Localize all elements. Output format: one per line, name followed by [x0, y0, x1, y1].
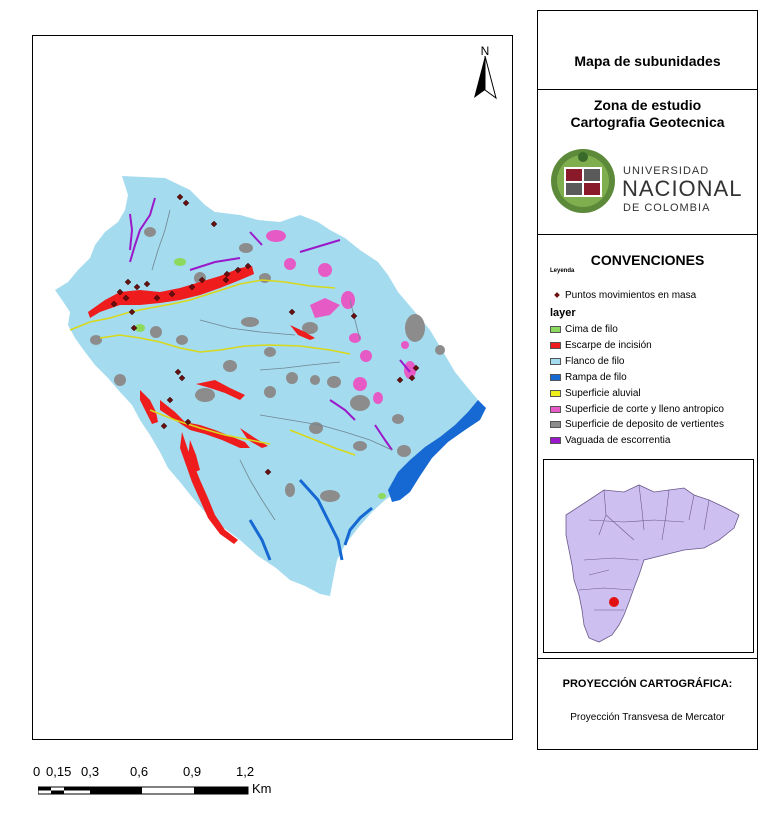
superficie-corte-areas [266, 230, 416, 404]
university-logo: UNIVERSIDAD NACIONAL DE COLOMBIA [550, 143, 750, 219]
conventions-title: CONVENCIONES [590, 252, 705, 268]
legend-swatch [550, 358, 561, 365]
legend-label: Flanco de filo [565, 356, 625, 367]
legend-swatch [550, 390, 561, 397]
legend-label: Superficie de corte y lleno antropico [565, 404, 724, 415]
drainage-lines [151, 209, 393, 521]
legend-small-label: Leyenda [550, 268, 575, 274]
rampa-de-filo-stream [248, 478, 373, 561]
legend-label: Cima de filo [565, 324, 618, 335]
info-panel [537, 10, 758, 750]
panel-divider [537, 234, 758, 235]
projection-text: Proyección Transvesa de Mercator [570, 712, 725, 723]
study-zone-line2: Cartografia Geotecnica [570, 114, 725, 130]
superficie-deposito-areas [90, 227, 445, 502]
vaguada-escorrentia-lines [129, 197, 411, 451]
study-zone-line1: Zona de estudio [593, 97, 702, 113]
scale-unit: Km [252, 781, 272, 796]
university-name-top: UNIVERSIDAD [623, 165, 710, 177]
scale-label: 1,2 [236, 764, 255, 779]
legend-label: Vaguada de escorrentia [565, 435, 671, 446]
scale-bar-graphic [38, 786, 249, 795]
university-name-main: NACIONAL [622, 176, 743, 201]
north-label: N [480, 44, 490, 58]
scale-label: 0,15 [46, 764, 72, 779]
cima-de-filo-areas [135, 258, 386, 499]
point-marker-icon [554, 292, 560, 298]
legend-label: Superficie aluvial [565, 388, 641, 399]
layer-header: layer [550, 307, 576, 319]
study-area-marker [609, 597, 619, 607]
legend-swatch [550, 326, 561, 333]
puntos-movimientos-en-masa[interactable] [110, 193, 420, 476]
map-frame [32, 35, 513, 740]
flanco-de-filo-area [55, 176, 482, 596]
legend-label: Superficie de deposito de vertientes [565, 419, 724, 430]
legend-points-label: Puntos movimientos en masa [565, 290, 697, 301]
legend-swatch [550, 437, 561, 444]
legend-swatch [550, 421, 561, 428]
legend-label: Rampa de filo [565, 372, 627, 383]
north-arrow: N [470, 44, 500, 100]
legend-label: Escarpe de incisión [565, 340, 652, 351]
scale-label: 0,3 [81, 764, 100, 779]
scale-label: 0 [33, 764, 41, 779]
university-seal-icon [551, 149, 615, 213]
legend-swatch [550, 374, 561, 381]
locator-inset-map[interactable] [543, 459, 754, 653]
superficie-aluvial-lines [69, 279, 356, 456]
north-arrow-icon [474, 56, 497, 100]
rampa-de-filo-area [388, 400, 486, 502]
legend-swatch [550, 406, 561, 413]
scale-bar: 0 0,15 0,3 0,6 0,9 1,2 Km [30, 764, 290, 804]
locator-region-map [565, 484, 740, 643]
study-area-map[interactable] [33, 36, 512, 739]
university-name-bottom: DE COLOMBIA [623, 202, 711, 214]
map-title: Mapa de subunidades [574, 53, 721, 69]
scale-label: 0,6 [130, 764, 149, 779]
legend-swatch [550, 342, 561, 349]
study-zone-title: Zona de estudio Cartografia Geotecnica [537, 97, 758, 131]
panel-divider [537, 658, 758, 659]
projection-title: PROYECCIÓN CARTOGRÁFICA: [562, 678, 733, 690]
panel-divider [537, 89, 758, 90]
scale-label: 0,9 [183, 764, 202, 779]
